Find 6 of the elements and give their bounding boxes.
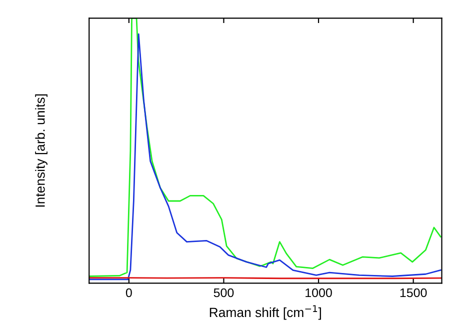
y-axis-title: Intensity [arb. units] xyxy=(35,94,48,207)
x-tick-label: 1000 xyxy=(306,288,332,298)
x-tick-label: 500 xyxy=(214,288,234,298)
x-axis-title: Raman shift [cm$^{−1}$] xyxy=(210,305,321,320)
x-tick-label: 1500 xyxy=(400,288,427,298)
x-tick-label: 0 xyxy=(126,288,132,298)
